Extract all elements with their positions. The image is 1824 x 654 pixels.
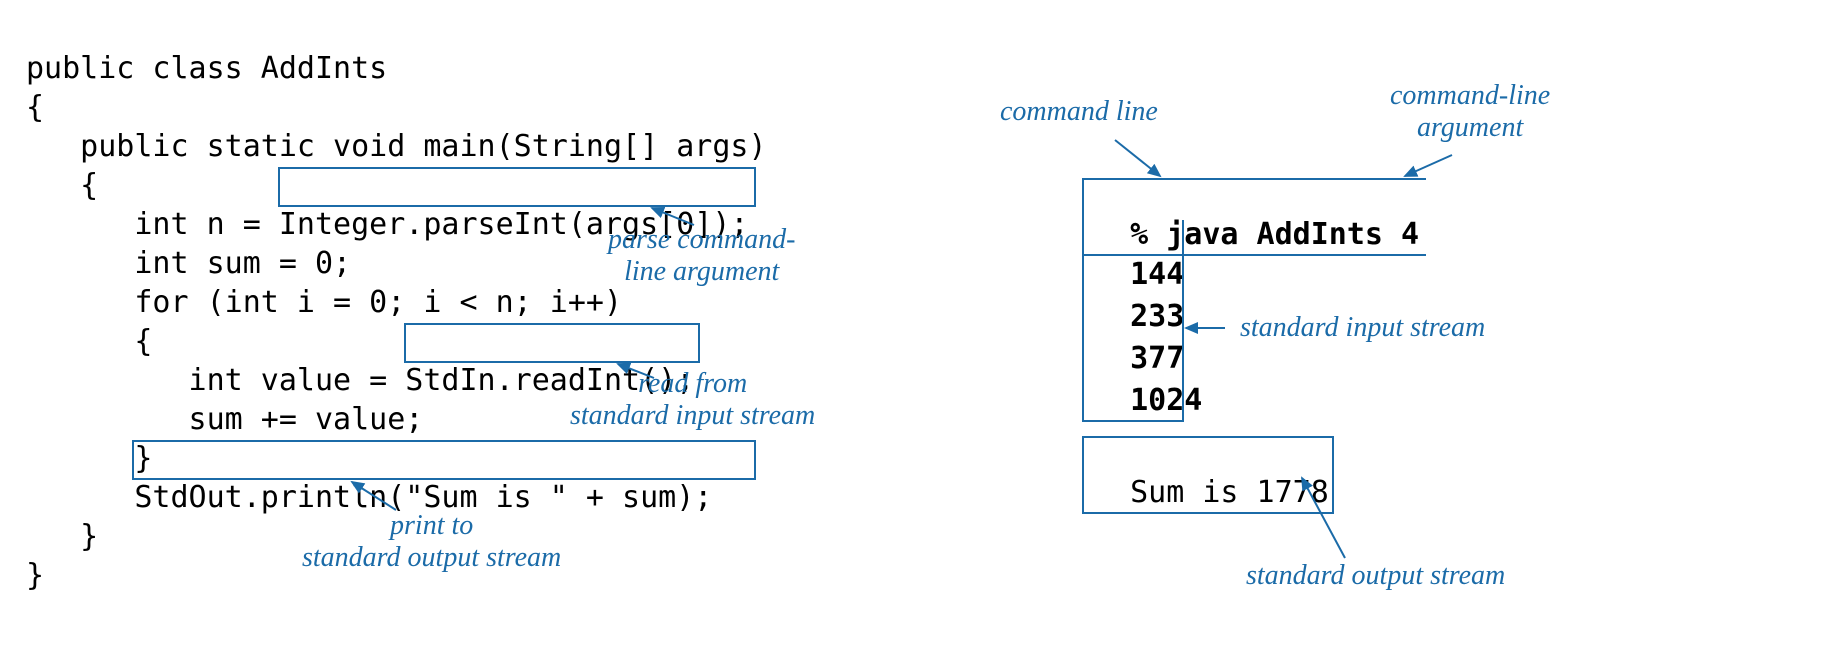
label-cmdarg: command-line argument [1390, 80, 1550, 144]
code-line: { [26, 168, 98, 203]
arrow-cmdarg [1405, 155, 1452, 176]
code-line: for (int i = 0; i < n; i++) [26, 285, 622, 320]
code-line: } [26, 519, 98, 554]
box-println [132, 440, 756, 480]
arrow-cmdline [1115, 140, 1160, 176]
label-read: read from standard input stream [570, 368, 815, 432]
code-line: int sum = 0; [26, 246, 351, 281]
code-line: } [26, 558, 44, 593]
code-line: public static void main(String[] args) [26, 129, 767, 164]
code-line: { [26, 324, 152, 359]
code-line: public class AddInts [26, 51, 387, 86]
box-parseint [278, 167, 756, 207]
label-stdout: standard output stream [1246, 560, 1505, 592]
code-block: public class AddInts { public static voi… [26, 10, 767, 595]
label-parse: parse command- line argument [608, 224, 795, 288]
terminal-output: Sum is 1778 [1082, 436, 1334, 514]
code-line: sum += value; [26, 402, 423, 437]
box-readint [404, 323, 700, 363]
code-line: { [26, 90, 44, 125]
label-cmdline: command line [1000, 96, 1158, 128]
label-print: print to standard output stream [302, 510, 561, 574]
terminal-input-3: 1024 [1082, 346, 1184, 422]
label-stdin: standard input stream [1240, 312, 1485, 344]
